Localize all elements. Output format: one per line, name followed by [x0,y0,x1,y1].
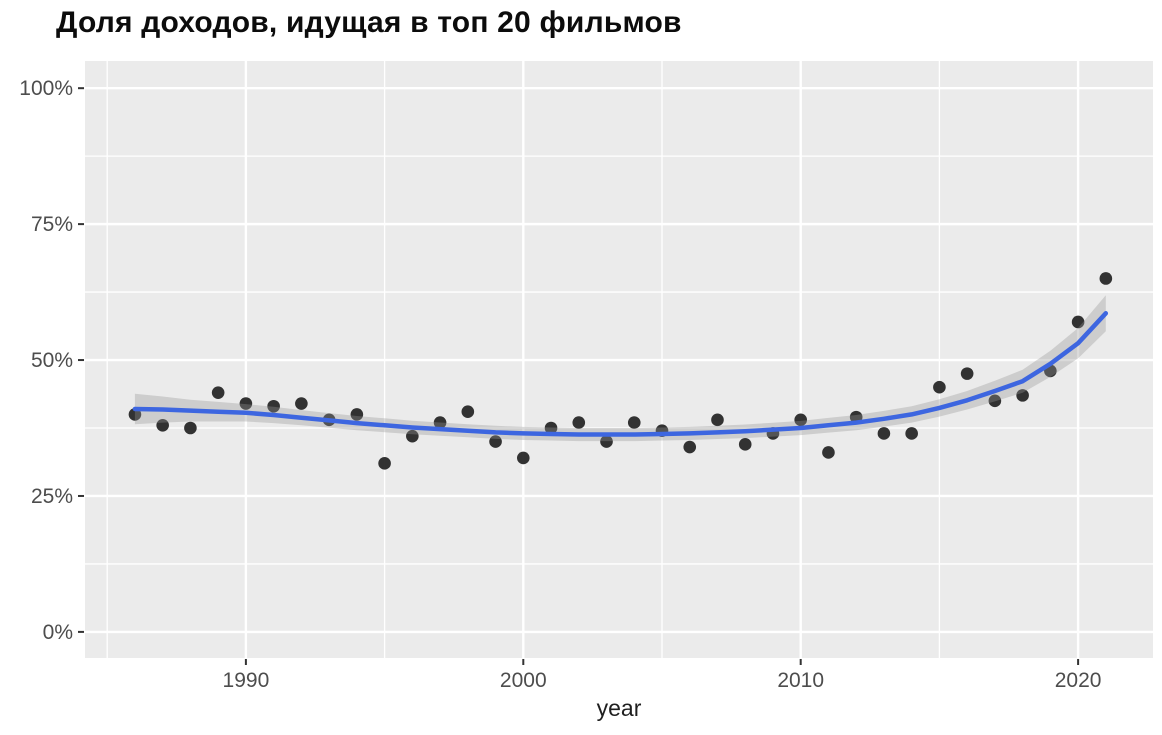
data-point [822,446,835,459]
data-point [516,451,530,465]
data-point [295,397,308,410]
x-axis-title: year [597,695,642,721]
data-point [489,435,502,448]
smooth-line [132,311,1109,437]
data-point [627,416,641,429]
x-tick-label: 2010 [777,669,824,692]
data-point [794,413,807,427]
x-tick-label: 2000 [500,669,547,692]
data-point [1099,272,1113,285]
data-point [933,380,946,394]
data-point [433,416,447,429]
data-point [267,399,280,413]
x-tick-label: 1990 [223,669,270,692]
data-point [1016,389,1029,402]
data-point [350,408,364,421]
data-point [711,413,724,427]
chart-title: Доля доходов, идущая в топ 20 фильмов [56,6,682,39]
data-point [877,427,891,440]
data-point [1071,315,1085,329]
data-point [905,427,918,440]
data-point [156,418,169,432]
data-point [184,421,197,435]
data-point [544,421,558,435]
axis-ticks-and-labels: 0% 25% 50% 75% 100% 1990 2000 2010 2020 [19,77,1101,692]
data-point [988,394,1002,408]
data-point [600,435,613,448]
y-tick-label: 75% [31,213,73,236]
smooth-line-path [132,311,1109,437]
data-point [572,416,586,429]
x-tick-label: 2020 [1055,669,1102,692]
data-point [960,367,974,380]
y-tick-label: 0% [43,621,73,644]
data-point [378,457,391,470]
data-point [738,438,752,451]
data-point [406,429,419,443]
data-points [128,272,1113,470]
data-point [239,397,253,410]
data-point [683,440,697,454]
data-point [461,405,475,418]
data-point [211,386,225,399]
y-tick-label: 100% [19,77,73,100]
grid-lines [85,61,1153,658]
y-tick-label: 25% [31,485,73,508]
y-tick-label: 50% [31,349,73,372]
